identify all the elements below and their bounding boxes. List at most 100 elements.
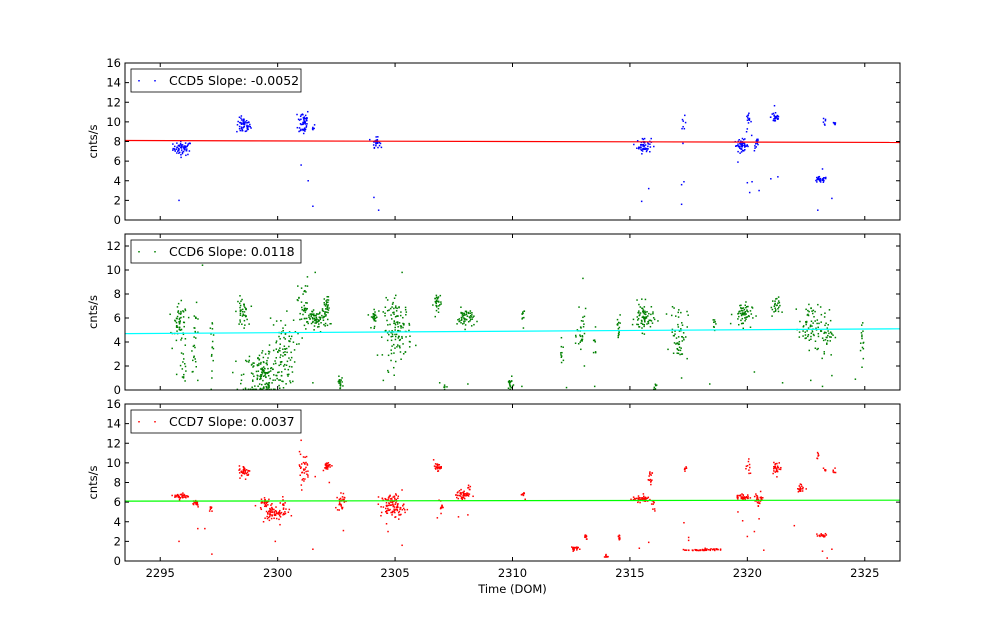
data-point bbox=[260, 388, 262, 390]
data-point bbox=[712, 548, 714, 551]
data-point bbox=[239, 310, 242, 313]
data-point bbox=[303, 119, 305, 122]
data-point-outlier bbox=[737, 161, 739, 163]
data-point bbox=[820, 534, 823, 537]
data-point bbox=[373, 325, 376, 328]
data-point bbox=[275, 320, 278, 322]
data-point bbox=[393, 510, 395, 513]
data-point bbox=[238, 472, 241, 474]
data-point bbox=[594, 351, 597, 353]
data-point bbox=[408, 346, 411, 348]
data-point bbox=[316, 321, 319, 323]
data-point bbox=[394, 306, 397, 309]
data-point bbox=[757, 505, 760, 507]
x-tick-label: 2320 bbox=[733, 566, 762, 580]
data-point bbox=[372, 313, 375, 315]
data-point bbox=[178, 326, 181, 329]
data-point bbox=[242, 122, 244, 125]
data-point bbox=[243, 125, 245, 128]
data-point bbox=[641, 316, 644, 319]
data-point bbox=[177, 311, 179, 313]
data-point bbox=[638, 146, 640, 148]
data-point bbox=[339, 380, 341, 383]
data-point bbox=[240, 379, 243, 382]
data-point bbox=[388, 333, 390, 336]
data-point bbox=[172, 147, 174, 150]
data-point bbox=[284, 338, 287, 340]
data-point bbox=[311, 310, 314, 313]
data-point bbox=[176, 493, 179, 496]
data-point bbox=[742, 138, 745, 141]
data-point bbox=[460, 319, 463, 321]
data-point bbox=[798, 331, 801, 333]
legend: CCD7 Slope: 0.0037 bbox=[130, 409, 302, 434]
data-point bbox=[326, 466, 329, 469]
data-point bbox=[324, 322, 327, 325]
data-point bbox=[304, 123, 307, 125]
data-point bbox=[325, 468, 327, 470]
data-point bbox=[705, 549, 708, 552]
data-point bbox=[339, 497, 342, 500]
data-point bbox=[677, 323, 679, 326]
data-point bbox=[378, 310, 380, 312]
data-point bbox=[178, 497, 181, 499]
data-point bbox=[671, 331, 673, 333]
data-point bbox=[301, 123, 304, 126]
data-point bbox=[338, 503, 340, 506]
data-point bbox=[330, 322, 332, 325]
data-point bbox=[642, 309, 645, 311]
data-point bbox=[265, 386, 268, 389]
data-point bbox=[340, 504, 342, 506]
data-point bbox=[647, 320, 649, 323]
data-point bbox=[338, 498, 341, 501]
data-point bbox=[327, 299, 330, 301]
data-point bbox=[671, 328, 674, 331]
data-point bbox=[781, 311, 783, 313]
data-point bbox=[232, 371, 234, 374]
data-point bbox=[522, 494, 525, 497]
data-point bbox=[313, 127, 315, 130]
data-point bbox=[394, 333, 396, 336]
data-point bbox=[388, 330, 391, 333]
data-point bbox=[211, 370, 213, 372]
data-point bbox=[398, 322, 401, 324]
data-point bbox=[193, 344, 196, 347]
data-point bbox=[396, 346, 398, 348]
data-point bbox=[271, 509, 274, 511]
legend-marker bbox=[154, 80, 156, 82]
data-point bbox=[239, 129, 242, 132]
data-point bbox=[773, 114, 775, 116]
data-point bbox=[771, 308, 774, 311]
data-point bbox=[744, 320, 746, 322]
data-point bbox=[245, 122, 247, 124]
data-point bbox=[394, 335, 397, 338]
data-point bbox=[253, 362, 255, 364]
data-point bbox=[180, 156, 182, 159]
data-point bbox=[302, 468, 305, 470]
data-point bbox=[774, 303, 776, 306]
data-point bbox=[523, 316, 525, 319]
data-point bbox=[575, 336, 577, 338]
data-point bbox=[300, 128, 302, 131]
data-point bbox=[683, 338, 685, 341]
data-point bbox=[756, 495, 759, 497]
data-point bbox=[193, 327, 195, 329]
data-point bbox=[282, 348, 284, 350]
data-points bbox=[169, 257, 865, 390]
data-point bbox=[821, 534, 824, 536]
data-point bbox=[744, 143, 746, 145]
data-point bbox=[440, 465, 442, 468]
data-point bbox=[636, 299, 638, 301]
data-point bbox=[509, 388, 511, 390]
data-point bbox=[653, 145, 655, 148]
data-point bbox=[211, 322, 213, 324]
data-point bbox=[184, 145, 187, 147]
data-point bbox=[282, 512, 285, 515]
data-point bbox=[834, 471, 837, 474]
data-point bbox=[644, 144, 647, 146]
data-point bbox=[300, 114, 303, 116]
data-point bbox=[579, 334, 581, 336]
data-point bbox=[236, 124, 239, 126]
data-point bbox=[747, 114, 749, 117]
data-point bbox=[617, 332, 620, 335]
